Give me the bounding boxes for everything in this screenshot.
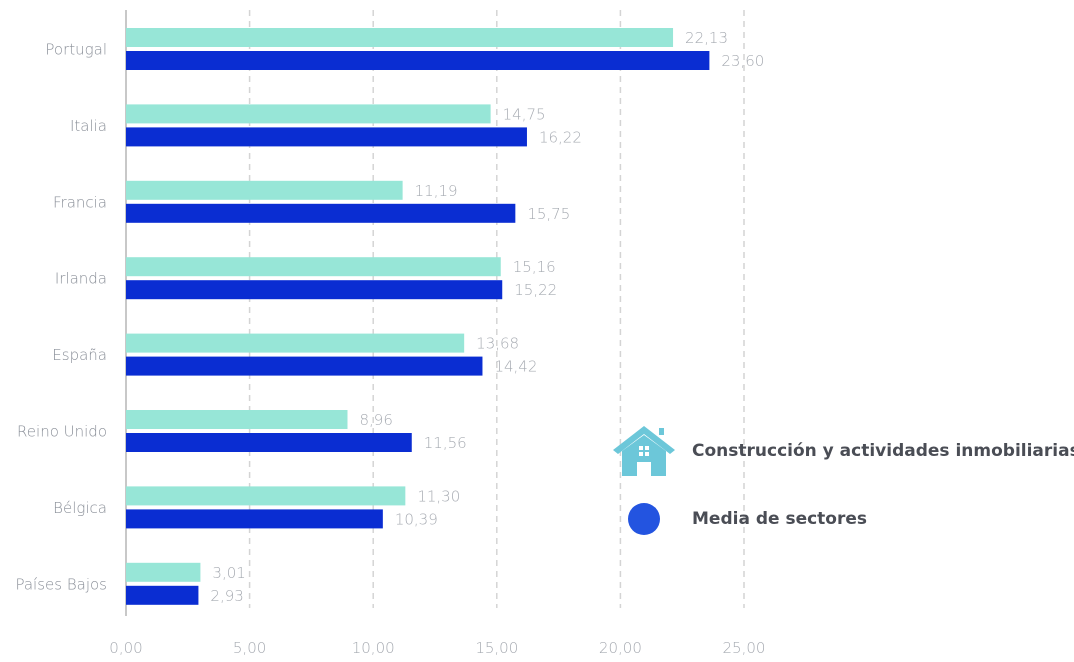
category-label: Portugal xyxy=(45,41,107,59)
bar-construction xyxy=(126,104,491,124)
x-tick-labels: 0,00 5,00 10,00 15,00 20,00 25,00 xyxy=(109,639,765,657)
x-tick-label: 25,00 xyxy=(723,639,766,657)
data-label: 16,22 xyxy=(539,128,582,146)
bar-average xyxy=(126,433,412,452)
data-label: 3,01 xyxy=(212,564,245,582)
data-label: 14,42 xyxy=(494,358,537,376)
bar-average xyxy=(126,585,199,605)
legend-label-construction: Construcción y actividades inmobiliarias xyxy=(692,441,1074,461)
bars xyxy=(126,28,710,605)
legend-item-construction: Construcción y actividades inmobiliarias xyxy=(612,424,1074,478)
category-label: España xyxy=(52,346,107,364)
data-label: 10,39 xyxy=(395,510,438,528)
bar-construction xyxy=(126,486,406,506)
legend-label-average: Media de sectores xyxy=(692,509,868,529)
data-label: 22,13 xyxy=(685,29,728,47)
data-label: 2,93 xyxy=(210,587,243,605)
bar-average xyxy=(126,509,383,529)
house-icon xyxy=(613,426,675,476)
category-label: Francia xyxy=(53,193,107,211)
bar-average xyxy=(126,280,503,300)
legend-item-average: Media de sectores xyxy=(612,503,867,535)
category-labels: Portugal Italia Francia Irlanda España Reino … xyxy=(15,41,107,594)
data-label: 15,16 xyxy=(513,258,556,276)
category-label: Irlanda xyxy=(55,270,107,288)
x-tick-label: 5,00 xyxy=(233,639,266,657)
bar-construction xyxy=(126,333,465,353)
bar-average xyxy=(126,356,483,376)
x-tick-label: 0,00 xyxy=(109,639,142,657)
data-label: 14,75 xyxy=(503,105,546,123)
value-labels: 22,13 23,60 14,75 16,22 11,19 15,75 15,16 15,22… xyxy=(210,29,764,605)
data-label: 11,56 xyxy=(424,434,467,452)
category-label: Italia xyxy=(70,117,107,135)
data-label: 15,22 xyxy=(514,281,557,299)
data-label: 8,96 xyxy=(359,411,392,429)
data-label: 23,60 xyxy=(721,52,764,70)
bar-average xyxy=(126,127,527,147)
data-label: 11,30 xyxy=(417,487,460,505)
bar-construction xyxy=(126,180,403,200)
category-label: Países Bajos xyxy=(15,575,107,593)
category-label: Bélgica xyxy=(53,499,107,517)
category-label: Reino Unido xyxy=(17,423,107,441)
bar-average xyxy=(126,51,710,70)
bar-construction xyxy=(126,562,201,582)
bar-construction xyxy=(126,28,674,47)
data-label: 11,19 xyxy=(415,182,458,200)
x-tick-label: 20,00 xyxy=(599,639,642,657)
data-label: 15,75 xyxy=(527,205,570,223)
bar-average xyxy=(126,203,516,223)
bar-construction xyxy=(126,257,501,277)
x-tick-label: 10,00 xyxy=(352,639,395,657)
circle-icon xyxy=(628,503,660,535)
data-label: 13,68 xyxy=(476,335,519,353)
bar-construction xyxy=(126,410,348,429)
x-tick-label: 15,00 xyxy=(475,639,518,657)
